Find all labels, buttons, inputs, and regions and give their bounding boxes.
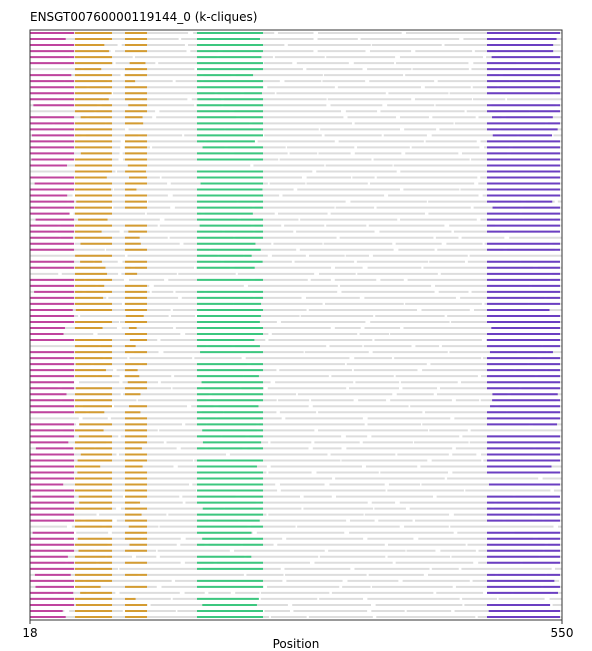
alignment-rows: [30, 32, 562, 618]
x-ticks: 18 550: [22, 620, 573, 640]
plot-frame: [29, 29, 563, 621]
x-axis-label: Position: [273, 637, 320, 651]
chart-title: ENSGT00760000119144_0 (k-cliques): [30, 10, 258, 24]
x-tick-label: 550: [551, 626, 574, 640]
x-tick-label: 18: [22, 626, 37, 640]
